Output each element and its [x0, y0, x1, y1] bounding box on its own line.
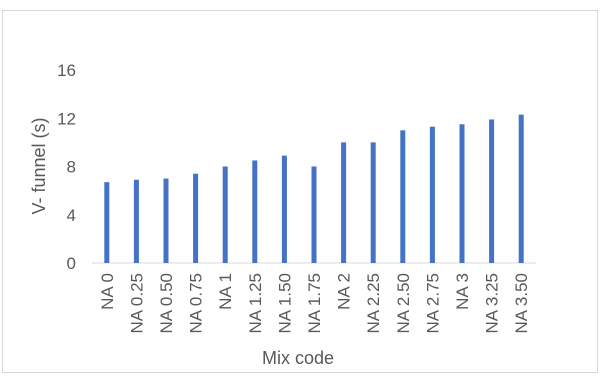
- x-tick-label: NA 0.25: [127, 273, 146, 334]
- y-tick-label: 0: [67, 254, 76, 273]
- bar: [252, 160, 258, 263]
- y-tick-label: 12: [57, 109, 76, 128]
- bar: [133, 179, 139, 263]
- y-tick-label: 16: [57, 61, 76, 80]
- x-tick-label: NA 2: [335, 273, 354, 310]
- y-tick-label: 8: [67, 158, 76, 177]
- bar: [341, 142, 347, 263]
- x-tick-label: NA 2.25: [364, 273, 383, 334]
- x-tick-label: NA 2.50: [394, 273, 413, 334]
- bar: [489, 119, 495, 263]
- y-axis-title: V- funnel (s): [29, 117, 49, 214]
- x-axis-ticks: NA 0 NA 0.25 NA 0.50 NA 0.75 NA 1 NA 1.25 NA 1…: [98, 273, 531, 334]
- bar: [222, 166, 228, 263]
- y-axis-ticks: 0 4 8 12 16: [57, 61, 76, 273]
- bar: [163, 178, 169, 263]
- bar: [311, 166, 317, 263]
- bar: [400, 130, 406, 263]
- x-tick-label: NA 1.75: [305, 273, 324, 334]
- x-tick-label: NA 3.25: [483, 273, 502, 334]
- bar: [104, 182, 110, 263]
- x-tick-label: NA 3.50: [512, 273, 531, 334]
- x-tick-label: NA 1.25: [246, 273, 265, 334]
- y-tick-label: 4: [67, 206, 76, 225]
- x-tick-label: NA 0: [98, 273, 117, 310]
- x-tick-label: NA 3: [453, 273, 472, 310]
- x-tick-label: NA 1.50: [275, 273, 294, 334]
- bar: [518, 114, 524, 263]
- bar: [281, 155, 287, 263]
- x-axis-title: Mix code: [262, 348, 334, 368]
- bars: [104, 114, 524, 263]
- x-tick-label: NA 1: [216, 273, 235, 310]
- x-tick-label: NA 2.75: [423, 273, 442, 334]
- bar: [370, 142, 376, 263]
- x-tick-label: NA 0.50: [157, 273, 176, 334]
- bar: [193, 173, 199, 263]
- chart-frame: [2, 10, 598, 373]
- bar: [459, 124, 465, 263]
- bar: [429, 126, 435, 263]
- x-tick-label: NA 0.75: [187, 273, 206, 334]
